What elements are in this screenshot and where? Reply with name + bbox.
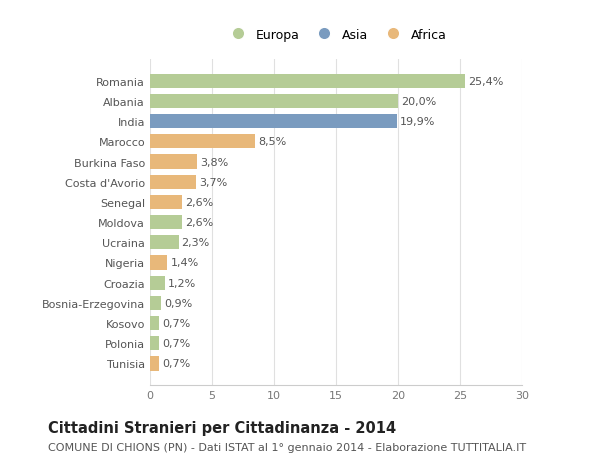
Text: 0,9%: 0,9%: [164, 298, 193, 308]
Text: 3,7%: 3,7%: [199, 177, 227, 187]
Text: 0,7%: 0,7%: [162, 339, 190, 348]
Bar: [150, 74, 465, 89]
Text: 0,7%: 0,7%: [162, 358, 190, 369]
Text: 20,0%: 20,0%: [401, 97, 436, 106]
Bar: [150, 276, 165, 290]
Bar: [150, 357, 158, 371]
Text: 2,3%: 2,3%: [182, 238, 210, 248]
Bar: [150, 316, 158, 330]
Bar: [150, 196, 182, 209]
Text: COMUNE DI CHIONS (PN) - Dati ISTAT al 1° gennaio 2014 - Elaborazione TUTTITALIA.: COMUNE DI CHIONS (PN) - Dati ISTAT al 1°…: [48, 442, 526, 452]
Text: 1,2%: 1,2%: [168, 278, 196, 288]
Legend: Europa, Asia, Africa: Europa, Asia, Africa: [221, 23, 452, 46]
Text: 1,4%: 1,4%: [170, 258, 199, 268]
Text: 2,6%: 2,6%: [185, 197, 214, 207]
Bar: [150, 336, 158, 351]
Text: 0,7%: 0,7%: [162, 319, 190, 328]
Bar: [150, 115, 397, 129]
Text: 19,9%: 19,9%: [400, 117, 435, 127]
Bar: [150, 216, 182, 230]
Bar: [150, 135, 256, 149]
Text: 3,8%: 3,8%: [200, 157, 229, 167]
Text: 25,4%: 25,4%: [468, 77, 503, 87]
Bar: [150, 236, 179, 250]
Bar: [150, 95, 398, 109]
Text: Cittadini Stranieri per Cittadinanza - 2014: Cittadini Stranieri per Cittadinanza - 2…: [48, 420, 396, 435]
Text: 2,6%: 2,6%: [185, 218, 214, 228]
Text: 8,5%: 8,5%: [259, 137, 287, 147]
Bar: [150, 296, 161, 310]
Bar: [150, 155, 197, 169]
Bar: [150, 256, 167, 270]
Bar: [150, 175, 196, 190]
